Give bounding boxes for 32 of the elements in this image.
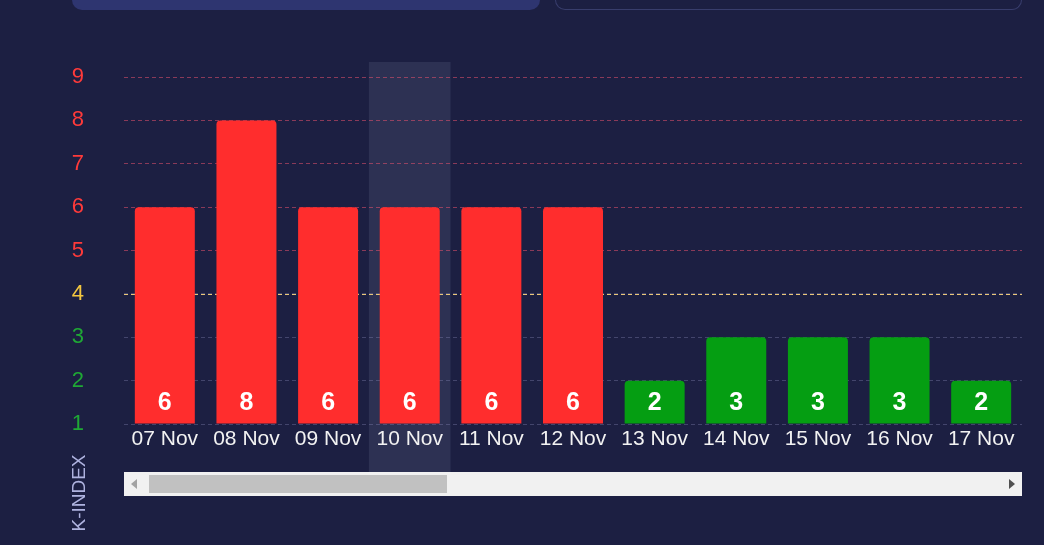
- data-label: 2: [974, 387, 989, 416]
- y-tick-label: 6: [71, 193, 84, 219]
- data-label: 6: [402, 387, 417, 416]
- x-tick-label: 14 Nov: [703, 426, 771, 450]
- x-tick-label: 08 Nov: [213, 426, 281, 450]
- data-label: 8: [239, 387, 254, 416]
- x-tick-label: 09 Nov: [294, 426, 362, 450]
- data-label: 3: [892, 387, 907, 416]
- data-label: 2: [647, 387, 662, 416]
- y-tick-label: 9: [71, 63, 84, 89]
- y-tick-label: 4: [71, 279, 84, 305]
- x-tick-label: 15 Nov: [784, 426, 852, 450]
- data-label: 6: [484, 387, 499, 416]
- x-tick-label: 11 Nov: [458, 426, 525, 450]
- y-tick-label: 5: [71, 236, 84, 262]
- x-tick-label: 17 Nov: [947, 426, 1015, 450]
- x-tick-label: 16 Nov: [866, 426, 934, 450]
- data-label: 6: [566, 387, 580, 416]
- x-tick-label: 07 Nov: [131, 426, 199, 450]
- data-label: 6: [321, 387, 336, 416]
- x-tick-label: 13 Nov: [621, 426, 689, 450]
- x-tick-label: 12 Nov: [539, 426, 607, 450]
- y-tick-label: 2: [71, 366, 84, 392]
- data-label: 6: [157, 387, 172, 416]
- data-label: 3: [810, 387, 825, 416]
- y-axis-title: K-INDEX: [67, 454, 89, 532]
- y-tick-label: 7: [71, 149, 84, 175]
- x-tick-label: 10 Nov: [376, 426, 444, 450]
- y-tick-label: 8: [71, 106, 84, 132]
- y-tick-label: 3: [71, 323, 84, 349]
- y-tick-label: 1: [71, 410, 84, 436]
- data-label: 3: [729, 387, 744, 416]
